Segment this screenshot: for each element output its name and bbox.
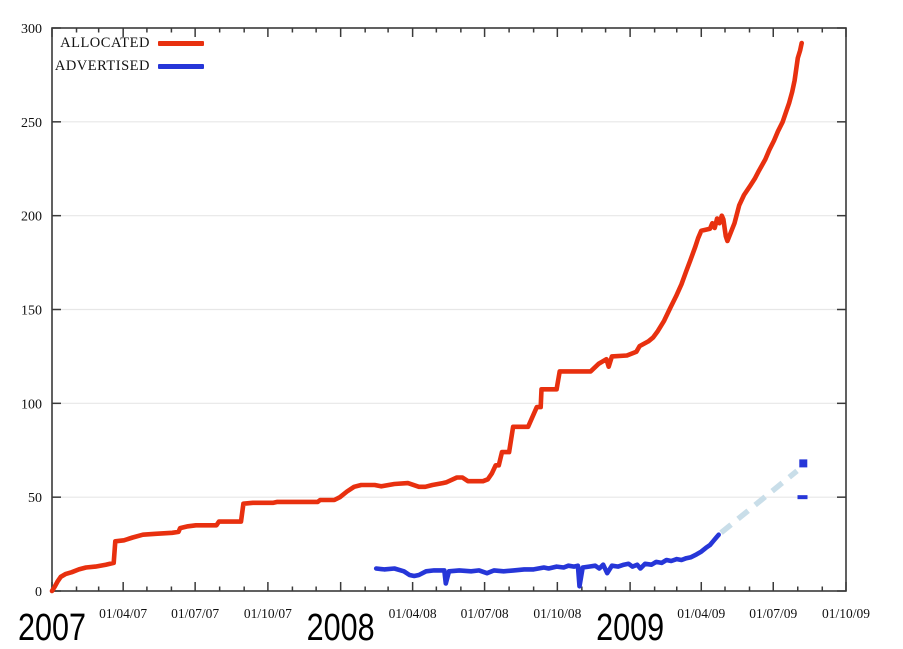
x-axis-date-label: 01/10/08 <box>533 606 581 621</box>
legend-label-allocated: ALLOCATED <box>60 34 150 51</box>
y-axis-label: 100 <box>21 397 42 412</box>
advertised-marker-square <box>799 459 808 468</box>
x-axis-date-label: 01/07/09 <box>749 606 797 621</box>
x-axis-date-label: 01/10/09 <box>822 606 870 621</box>
x-axis-date-label: 01/07/07 <box>171 606 219 621</box>
y-axis-label: 0 <box>35 585 42 600</box>
advertised-line <box>373 532 722 589</box>
y-axis-label: 300 <box>21 22 42 37</box>
x-axis-date-label: 01/07/08 <box>461 606 509 621</box>
allocated-line-swatch <box>158 40 204 46</box>
y-axis-label: 150 <box>21 304 42 319</box>
y-axis-label: 50 <box>28 491 42 506</box>
y-axis-label: 250 <box>21 116 42 131</box>
x-axis-date-label: 01/04/09 <box>677 606 725 621</box>
legend-item-advertised: ADVERTISED <box>18 57 204 74</box>
legend: ALLOCATED ADVERTISED <box>18 34 204 82</box>
advertised-projection-dashed <box>719 468 799 535</box>
y-axis-label: 200 <box>21 210 42 225</box>
x-axis-date-label: 01/10/07 <box>244 606 292 621</box>
x-axis-date-label: 01/04/07 <box>99 606 147 621</box>
legend-label-advertised: ADVERTISED <box>54 57 150 74</box>
allocated-line <box>49 40 805 594</box>
x-axis-date-label: 01/04/08 <box>389 606 437 621</box>
advertised-marker-dash <box>797 495 808 500</box>
advertised-line-swatch <box>158 63 204 69</box>
year-label: 2009 <box>596 607 664 649</box>
year-label: 2007 <box>18 607 86 649</box>
year-label: 2008 <box>307 607 375 649</box>
legend-item-allocated: ALLOCATED <box>18 34 204 51</box>
